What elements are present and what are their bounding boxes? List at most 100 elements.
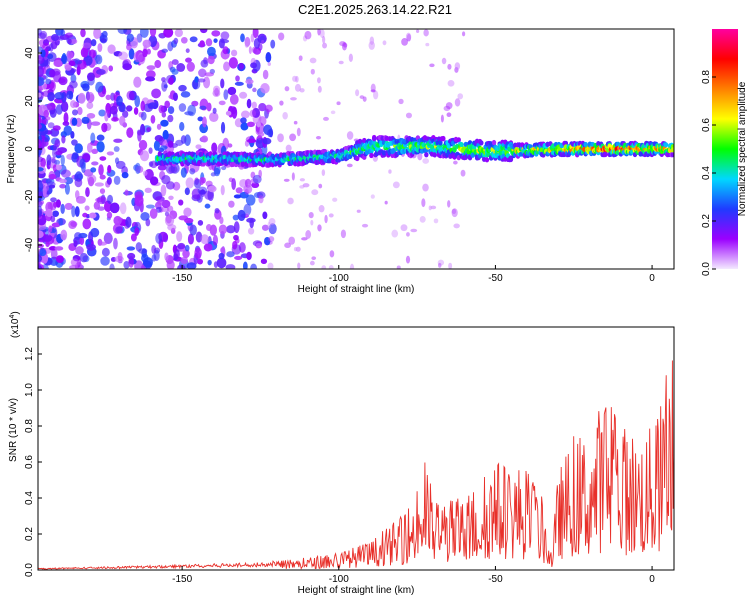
noise-blob: [398, 98, 404, 105]
noise-blob: [321, 169, 326, 177]
heatmap-x-label: Height of straight line (km): [298, 284, 415, 295]
noise-blob: [113, 237, 118, 250]
noise-blob: [161, 199, 171, 209]
noise-blob: [58, 178, 67, 184]
noise-blob: [38, 123, 42, 130]
noise-blob: [55, 255, 64, 264]
y-tick-label: 0.8: [24, 419, 35, 433]
noise-blob: [86, 142, 93, 153]
noise-blob: [239, 91, 248, 99]
noise-blob: [90, 121, 101, 126]
noise-blob: [55, 164, 63, 171]
noise-blob: [186, 262, 197, 269]
noise-blob: [227, 143, 233, 148]
y-tick-label: 1.0: [24, 383, 35, 397]
noise-blob: [49, 246, 57, 251]
noise-blob: [133, 107, 139, 115]
noise-blob: [255, 127, 260, 135]
noise-blob: [87, 174, 97, 184]
noise-blob: [453, 160, 458, 165]
noise-blob: [38, 205, 42, 217]
noise-blob: [126, 90, 135, 101]
noise-blob: [89, 212, 97, 219]
noise-blob: [146, 65, 156, 71]
noise-blob: [324, 214, 328, 224]
noise-blob: [200, 29, 208, 34]
noise-blob: [100, 256, 110, 266]
noise-blob: [289, 133, 297, 142]
x-tick-label: -100: [329, 574, 349, 585]
noise-blob: [180, 135, 187, 144]
noise-blob: [111, 116, 119, 122]
noise-blob: [227, 86, 237, 96]
noise-blob: [138, 139, 148, 151]
noise-blob: [212, 234, 219, 246]
noise-blob: [423, 29, 429, 37]
noise-blob: [287, 197, 294, 205]
noise-blob: [171, 59, 179, 66]
noise-blob: [74, 59, 83, 65]
noise-blob: [422, 158, 430, 164]
noise-blob: [177, 242, 186, 250]
ridge-cell: [208, 151, 213, 157]
noise-blob: [197, 258, 204, 265]
noise-blob: [348, 53, 353, 63]
noise-blob: [164, 252, 169, 261]
noise-blob: [392, 181, 400, 189]
noise-blob: [66, 90, 74, 100]
noise-blob: [252, 87, 257, 93]
noise-blob: [74, 190, 80, 200]
noise-blob: [161, 111, 167, 118]
noise-blob: [46, 102, 56, 111]
noise-blob: [203, 243, 213, 252]
noise-blob: [64, 202, 73, 211]
noise-blob: [355, 89, 360, 97]
noise-blob: [86, 92, 95, 104]
noise-blob: [52, 210, 59, 217]
noise-blob: [125, 105, 133, 112]
y-tick-label: 1.2: [24, 347, 35, 361]
noise-blob: [220, 78, 225, 89]
noise-blob: [268, 218, 276, 226]
noise-blob: [123, 261, 130, 269]
noise-blob: [106, 211, 113, 219]
noise-blob: [234, 255, 243, 261]
colorbar-tick-label: 0.4: [701, 166, 712, 180]
noise-blob: [317, 85, 322, 93]
noise-blob: [245, 212, 249, 217]
noise-blob: [199, 177, 205, 186]
noise-blob: [63, 112, 69, 124]
noise-blob: [291, 172, 295, 181]
noise-blob: [270, 39, 276, 49]
noise-blob: [200, 234, 209, 245]
noise-blob: [154, 59, 162, 69]
colorbar-label: Normalized spectral amplitude: [737, 81, 748, 216]
noise-blob: [60, 229, 68, 241]
noise-blob: [167, 140, 174, 148]
noise-blob: [388, 169, 392, 174]
noise-blob: [60, 101, 69, 113]
noise-blob: [232, 214, 239, 221]
noise-blob: [261, 224, 269, 231]
noise-blob: [267, 262, 274, 269]
noise-blob: [220, 121, 226, 134]
noise-blob: [250, 263, 257, 269]
noise-blob: [99, 34, 108, 44]
noise-blob: [73, 173, 79, 182]
noise-blob: [230, 49, 238, 57]
noise-blob: [172, 92, 178, 102]
y-tick-label: 0.0: [24, 563, 35, 577]
ridge-cell: [603, 151, 608, 158]
noise-blob: [142, 170, 148, 176]
noise-blob: [91, 161, 99, 166]
noise-blob: [267, 62, 271, 66]
noise-blob: [67, 52, 74, 59]
noise-blob: [146, 48, 151, 55]
noise-blob: [258, 195, 264, 204]
noise-blob: [38, 167, 44, 172]
noise-blob: [173, 248, 180, 260]
noise-blob: [262, 69, 269, 80]
noise-blob: [318, 205, 325, 213]
noise-blob: [282, 111, 288, 120]
noise-blob: [150, 115, 156, 124]
